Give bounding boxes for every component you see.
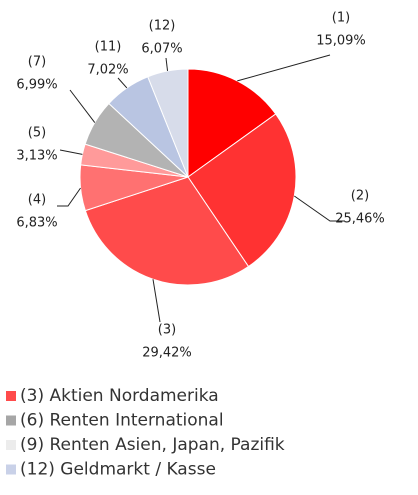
slice-value-label: 6,07% (141, 42, 182, 57)
leader-line (152, 279, 161, 323)
pie-slice (147, 68, 189, 178)
slice-category: (3) (158, 323, 176, 338)
slice-category: (1) (332, 11, 350, 26)
leader-line (117, 77, 128, 89)
leader-line (69, 89, 96, 123)
slice-value-label: 25,46% (335, 212, 385, 227)
legend-swatch (6, 391, 16, 401)
slice-value-label: 29,42% (142, 346, 192, 361)
leader-line (59, 149, 83, 155)
pie-slice (187, 68, 277, 178)
legend-label: (12) Geldmarkt / Kasse (20, 460, 216, 480)
slice-value-label: 7,02% (87, 63, 128, 78)
legend-label: (9) Renten Asien, Japan, Pazifik (20, 435, 285, 455)
leader-line (294, 195, 345, 222)
slice-category: (5) (28, 126, 46, 141)
slice-category: (12) (149, 19, 176, 34)
slice-category: (11) (95, 40, 122, 55)
legend-swatch (6, 464, 16, 475)
slice-category: (2) (351, 189, 369, 204)
slice-value-label: 3,13% (16, 149, 57, 164)
leader-line (165, 57, 169, 72)
slice-value-label: 15,09% (316, 34, 366, 49)
leader-line (237, 54, 331, 82)
slice-category: (7) (28, 55, 46, 70)
legend-label: (3) Aktien Nordamerika (20, 386, 219, 406)
legend-swatch (6, 415, 16, 426)
leader-line (57, 187, 81, 207)
legend-label: (6) Renten International (20, 411, 224, 431)
slice-value-label: 6,83% (16, 216, 57, 231)
slice-category: (4) (28, 193, 46, 208)
slice-value-label: 6,99% (16, 78, 57, 93)
legend-swatch (6, 440, 16, 450)
